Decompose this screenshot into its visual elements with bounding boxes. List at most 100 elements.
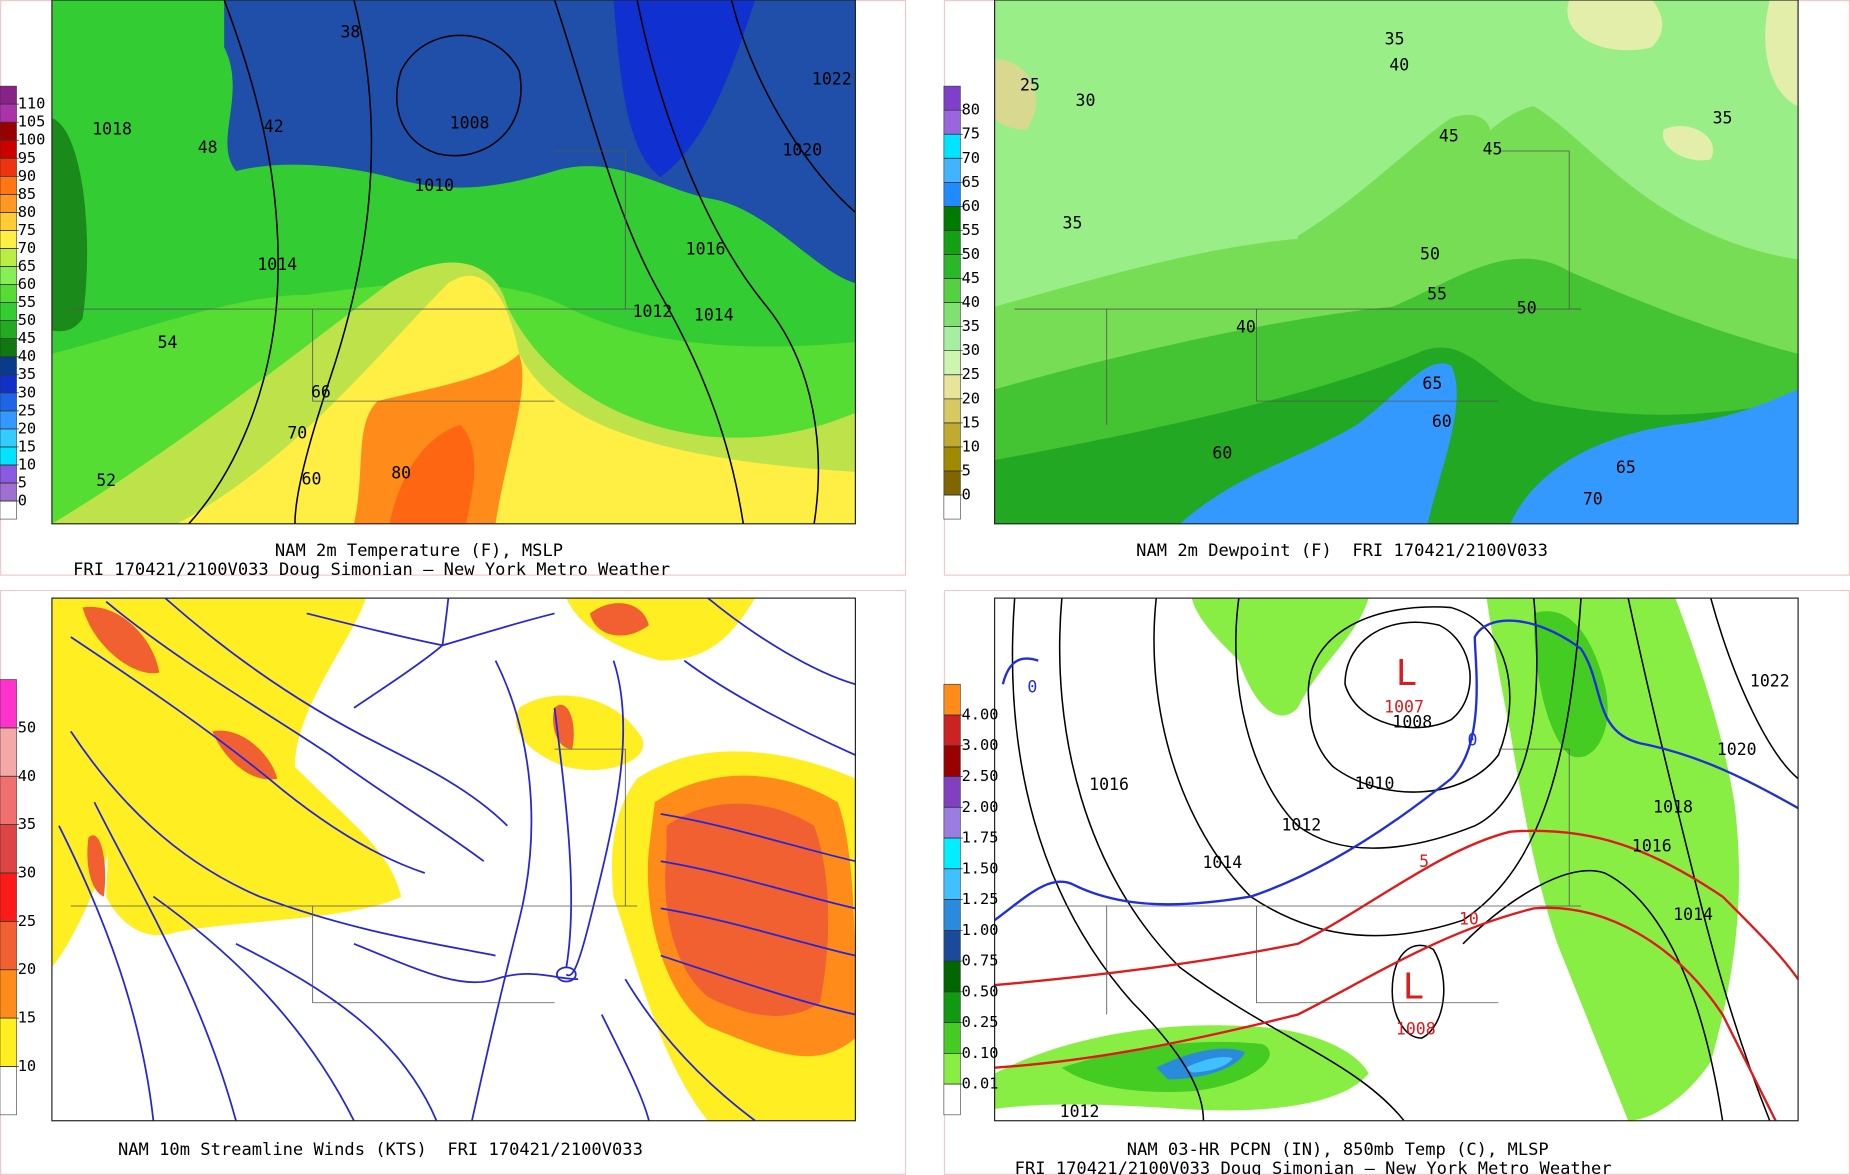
colorbar-label: 5 (962, 461, 971, 479)
colorbar-label: 10 (18, 1057, 36, 1075)
colorbar-cell (0, 1017, 17, 1067)
colorbar-label: 45 (18, 329, 36, 347)
precip-map (994, 598, 1799, 1121)
contour-label: 0 (1027, 677, 1037, 696)
contour-label: 1018 (1653, 798, 1693, 817)
contour-label: 80 (391, 464, 411, 483)
colorbar-cell (0, 338, 17, 358)
colorbar-cell (0, 212, 17, 231)
contour-label: 1010 (1355, 774, 1395, 793)
contour-label: 70 (287, 424, 307, 443)
colorbar-label: 5 (18, 473, 27, 491)
colorbar-cell (943, 446, 961, 472)
colorbar-cell (0, 176, 17, 195)
colorbar-cell (0, 824, 17, 874)
contour-label: 60 (1212, 444, 1232, 463)
colorbar-label: 50 (18, 311, 36, 329)
colorbar-cell (943, 109, 961, 135)
colorbar-label: 20 (962, 389, 980, 407)
contour-label: 70 (1583, 490, 1603, 509)
map-fill (51, 117, 88, 332)
colorbar-label: 85 (18, 185, 36, 203)
colorbar-cell (943, 157, 961, 183)
map-frame (51, 0, 856, 525)
colorbar-label: 0.10 (962, 1044, 999, 1062)
contour-label: 1014 (694, 306, 734, 325)
colorbar-cell (0, 775, 17, 825)
colorbar-label: 10 (962, 437, 980, 455)
contour-label: 1008 (1396, 1019, 1436, 1038)
isobar (730, 0, 856, 213)
border (1014, 748, 1581, 1015)
colorbar-cell (0, 969, 17, 1019)
contour-label: 65 (1616, 458, 1636, 477)
contour-label: 1014 (1202, 853, 1242, 872)
contour-label: 1007 (1384, 697, 1424, 716)
contour-label: 1014 (257, 255, 297, 274)
colorbar-cell (0, 921, 17, 971)
colorbar-cell (943, 85, 961, 111)
colorbar-cell (0, 1066, 17, 1116)
wind-map (51, 598, 856, 1121)
colorbar-label: 110 (18, 95, 46, 113)
colorbar-label: 15 (18, 437, 36, 455)
colorbar-label: 4.00 (962, 705, 999, 723)
contour-label: 1016 (686, 240, 726, 259)
contour-label: 1022 (1750, 671, 1790, 690)
contour-label: 1008 (1392, 713, 1432, 732)
colorbar-cell (0, 428, 17, 448)
colorbar-label: 2.50 (962, 767, 999, 785)
map-fill (1179, 363, 1799, 524)
freezing-line (994, 619, 1799, 922)
colorbar-cell (943, 398, 961, 424)
colorbar-label: 105 (18, 113, 46, 131)
contour-label: 1012 (633, 302, 673, 321)
colorbar-cell (943, 745, 961, 777)
colorbar-cell (0, 500, 17, 520)
contour-label: 50 (1517, 299, 1537, 318)
colorbar-label: 55 (18, 293, 36, 311)
streamlines (58, 598, 856, 1121)
colorbar-cell (0, 446, 17, 466)
colorbar-label: 25 (18, 401, 36, 419)
colorbar-label: 30 (18, 863, 36, 881)
colorbar-label: 90 (18, 167, 36, 185)
contour-label: 66 (311, 382, 331, 401)
contour-label: 1014 (1673, 905, 1713, 924)
map-fill (1185, 1057, 1233, 1073)
map-frame (994, 0, 1799, 525)
colorbar-cell (943, 206, 961, 231)
contour-label: 30 (1076, 91, 1096, 110)
colorbar-cell (943, 374, 961, 400)
colorbar-label: 15 (18, 1009, 36, 1027)
contour-label: 35 (1385, 30, 1405, 49)
colorbar-cell (943, 1053, 961, 1085)
colorbar-cell (943, 776, 961, 808)
contour-label: 42 (264, 117, 284, 136)
isobar (553, 0, 745, 524)
colorbar-cell (0, 392, 17, 412)
contour-label: 1016 (1632, 837, 1672, 856)
colorbar-cell (943, 960, 961, 993)
colorbar-cell (943, 868, 961, 900)
colorbar-label: 45 (962, 269, 980, 287)
colorbar-label: 0.01 (962, 1075, 999, 1093)
colorbar-label: 20 (18, 419, 36, 437)
colorbar-label: 3.00 (962, 736, 999, 754)
contour-label: 65 (1422, 374, 1442, 393)
colorbar-cell (0, 464, 17, 484)
colorbar-cell (943, 182, 961, 207)
colorbar-label: 1.00 (962, 921, 999, 939)
colorbar-cell (0, 139, 17, 159)
caption: NAM 03-HR PCPN (IN), 850mb Temp (C), MLS… (1127, 1140, 1549, 1160)
colorbar-label: 50 (962, 245, 980, 263)
colorbar-cell (943, 929, 961, 962)
colorbar-cell (943, 422, 961, 448)
colorbar-label: 20 (18, 960, 36, 978)
colorbar-label: 35 (962, 317, 980, 335)
colorbar-label: 55 (962, 221, 980, 239)
isobar (636, 0, 820, 524)
map-fill (516, 598, 756, 770)
